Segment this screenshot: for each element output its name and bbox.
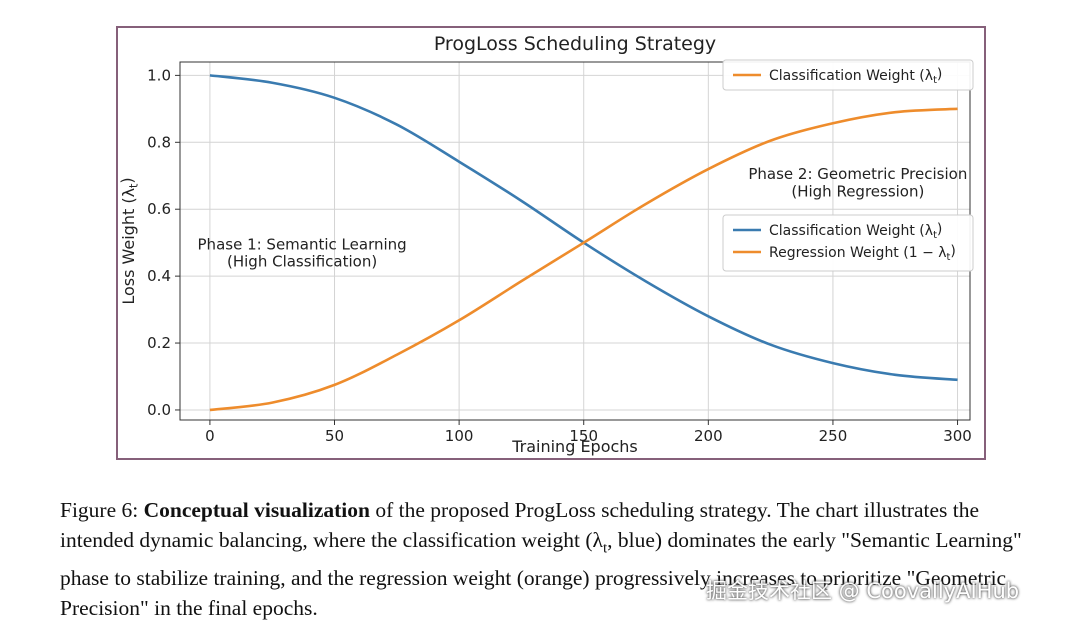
- regression-weight-line: [209, 107, 958, 412]
- x-tick-label: 0: [205, 427, 215, 445]
- x-tick-label: 150: [569, 427, 598, 445]
- legend-label: Classification Weight (λt): [769, 222, 942, 241]
- legend-box: [722, 59, 974, 91]
- caption-lead: Figure 6:: [60, 498, 144, 522]
- y-axis-label: Loss Weight (λt): [118, 177, 140, 304]
- y-tick-label: 0.2: [147, 334, 171, 352]
- figure-frame: 0 50 100 150 200 250 300 0.0 0.2 0.4 0.6 0.8 1.0 Prog…: [116, 26, 986, 460]
- legend-label: Regression Weight (1 − λt): [769, 244, 956, 263]
- legend-top: Classification Weight (λt): [722, 59, 974, 91]
- legend-label: Classification Weight (λt): [769, 67, 942, 86]
- phase-2-annotation: Phase 2: Geometric Precision (High Regres…: [748, 165, 967, 200]
- y-tick-label: 0.8: [147, 133, 171, 151]
- x-tick-label: 50: [325, 427, 344, 445]
- legend-box: [722, 214, 974, 272]
- caption-rest: of the proposed ProgLoss scheduling stra…: [60, 498, 1022, 621]
- phase-1-annotation: Phase 1: Semantic Learning (High Classifi…: [198, 235, 407, 270]
- figure-caption: Figure 6: Conceptual visualization of th…: [60, 495, 1045, 623]
- y-tick-label: 0.0: [147, 401, 171, 419]
- chart-title: ProgLoss Scheduling Strategy: [434, 33, 716, 55]
- x-axis-label: Training Epochs: [511, 437, 638, 456]
- legend-middle: Classification Weight (λt) Regression Wei…: [722, 214, 974, 272]
- y-tick-label: 0.6: [147, 200, 171, 218]
- watermark: 掘金技术社区 @ CoovallyAIHub: [706, 579, 1020, 603]
- x-tick-label: 300: [943, 427, 972, 445]
- x-tick-label: 100: [445, 427, 474, 445]
- y-tick-label: 0.4: [147, 267, 171, 285]
- progloss-chart: 0 50 100 150 200 250 300 0.0 0.2 0.4 0.6 0.8 1.0 Prog…: [118, 33, 974, 456]
- caption-bold: Conceptual visualization: [143, 498, 370, 522]
- x-tick-label: 250: [819, 427, 848, 445]
- y-tick-label: 1.0: [147, 66, 171, 84]
- x-tick-label: 200: [694, 427, 723, 445]
